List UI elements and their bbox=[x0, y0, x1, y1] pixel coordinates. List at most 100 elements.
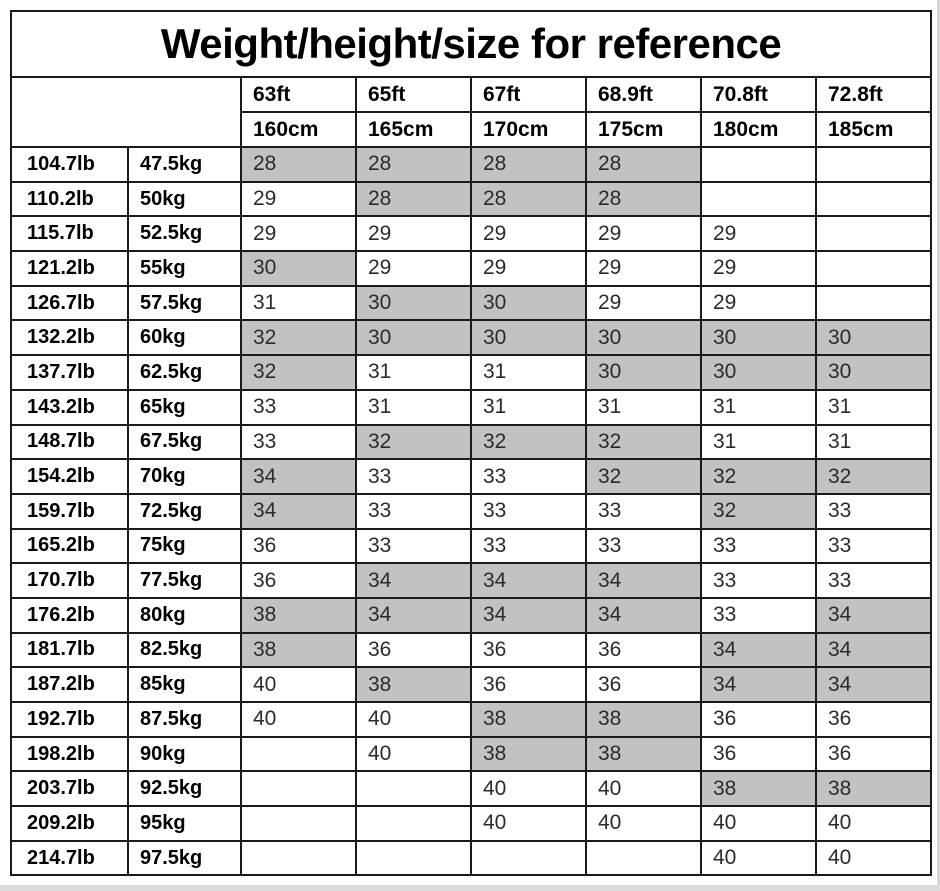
size-cell: 38 bbox=[355, 666, 472, 703]
weight-lb-cell: 192.7lb bbox=[10, 701, 129, 738]
size-cell: 40 bbox=[355, 701, 472, 738]
size-cell bbox=[814, 215, 933, 253]
table-row: 126.7lb 57.5kg 31 30 30 29 29 bbox=[10, 284, 933, 322]
size-cell: 34 bbox=[700, 631, 817, 669]
size-cell: 31 bbox=[240, 284, 357, 322]
size-cell: 29 bbox=[470, 250, 587, 287]
size-cell: 36 bbox=[470, 631, 587, 669]
size-cell: 31 bbox=[470, 354, 587, 391]
weight-kg-cell: 97.5kg bbox=[127, 839, 242, 877]
size-cell: 34 bbox=[814, 666, 933, 703]
size-cell: 40 bbox=[700, 839, 817, 877]
size-cell: 38 bbox=[700, 770, 817, 808]
size-cell: 28 bbox=[355, 146, 472, 183]
size-cell: 34 bbox=[814, 596, 933, 634]
size-cell bbox=[700, 146, 817, 183]
size-cell: 29 bbox=[585, 284, 702, 322]
size-cell: 33 bbox=[355, 492, 472, 530]
size-cell: 33 bbox=[585, 492, 702, 530]
size-cell: 36 bbox=[814, 735, 933, 773]
size-cell: 36 bbox=[470, 666, 587, 703]
size-cell: 30 bbox=[585, 319, 702, 357]
weight-kg-cell: 95kg bbox=[127, 805, 242, 842]
size-cell: 40 bbox=[814, 839, 933, 877]
weight-lb-cell: 121.2lb bbox=[10, 250, 129, 287]
size-cell: 34 bbox=[355, 562, 472, 599]
header-cm-cell: 180cm bbox=[700, 111, 817, 148]
size-cell: 29 bbox=[700, 284, 817, 322]
header-cm-cell: 170cm bbox=[470, 111, 587, 148]
weight-kg-cell: 60kg bbox=[127, 319, 242, 357]
size-cell: 32 bbox=[700, 458, 817, 495]
size-cell: 32 bbox=[814, 458, 933, 495]
table-row: 203.7lb 92.5kg 40 40 38 38 bbox=[10, 770, 933, 808]
size-cell: 32 bbox=[240, 319, 357, 357]
weight-kg-cell: 92.5kg bbox=[127, 770, 242, 808]
table-row: 198.2lb 90kg 40 38 38 36 36 bbox=[10, 735, 933, 773]
size-cell: 29 bbox=[240, 215, 357, 253]
weight-kg-cell: 70kg bbox=[127, 458, 242, 495]
weight-lb-cell: 165.2lb bbox=[10, 527, 129, 565]
weight-lb-cell: 126.7lb bbox=[10, 284, 129, 322]
weight-lb-cell: 170.7lb bbox=[10, 562, 129, 599]
size-cell: 31 bbox=[585, 388, 702, 426]
size-cell: 36 bbox=[240, 562, 357, 599]
weight-lb-cell: 214.7lb bbox=[10, 839, 129, 877]
size-cell: 36 bbox=[700, 701, 817, 738]
weight-lb-cell: 159.7lb bbox=[10, 492, 129, 530]
size-cell: 29 bbox=[585, 215, 702, 253]
table-row: 165.2lb 75kg 36 33 33 33 33 33 bbox=[10, 527, 933, 565]
size-cell bbox=[814, 146, 933, 183]
weight-kg-cell: 67.5kg bbox=[127, 423, 242, 461]
size-cell: 31 bbox=[355, 388, 472, 426]
size-cell: 33 bbox=[814, 492, 933, 530]
weight-kg-cell: 52.5kg bbox=[127, 215, 242, 253]
weight-lb-cell: 154.2lb bbox=[10, 458, 129, 495]
size-cell bbox=[814, 284, 933, 322]
size-cell: 32 bbox=[585, 423, 702, 461]
size-cell bbox=[585, 839, 702, 877]
size-cell: 28 bbox=[585, 146, 702, 183]
weight-lb-cell: 176.2lb bbox=[10, 596, 129, 634]
height-cm-header-row: 160cm 165cm 170cm 175cm 180cm 185cm bbox=[11, 111, 933, 148]
table-row: 209.2lb 95kg 40 40 40 40 bbox=[10, 805, 933, 842]
header-ft-cell: 67ft bbox=[470, 76, 587, 113]
weight-kg-cell: 47.5kg bbox=[127, 146, 242, 183]
image-edge-bottom bbox=[0, 885, 940, 891]
size-cell: 30 bbox=[814, 319, 933, 357]
size-cell bbox=[470, 839, 587, 877]
size-cell: 28 bbox=[470, 146, 587, 183]
size-cell: 29 bbox=[470, 215, 587, 253]
table-row: 132.2lb 60kg 32 30 30 30 30 30 bbox=[10, 319, 933, 357]
size-cell: 31 bbox=[470, 388, 587, 426]
header-ft-cell: 72.8ft bbox=[814, 76, 933, 113]
size-cell: 31 bbox=[700, 388, 817, 426]
size-cell: 34 bbox=[355, 596, 472, 634]
size-cell: 33 bbox=[700, 527, 817, 565]
table-row: 170.7lb 77.5kg 36 34 34 34 33 33 bbox=[10, 562, 933, 599]
size-cell: 29 bbox=[355, 215, 472, 253]
weight-kg-cell: 82.5kg bbox=[127, 631, 242, 669]
size-cell: 29 bbox=[700, 250, 817, 287]
table-row: 192.7lb 87.5kg 40 40 38 38 36 36 bbox=[10, 701, 933, 738]
size-cell: 32 bbox=[700, 492, 817, 530]
size-cell bbox=[355, 770, 472, 808]
size-cell: 32 bbox=[585, 458, 702, 495]
size-cell: 28 bbox=[585, 180, 702, 218]
table-row: 176.2lb 80kg 38 34 34 34 33 34 bbox=[10, 596, 933, 634]
size-cell bbox=[814, 250, 933, 287]
header-cm-cell: 160cm bbox=[240, 111, 357, 148]
weight-lb-cell: 104.7lb bbox=[10, 146, 129, 183]
weight-kg-cell: 87.5kg bbox=[127, 701, 242, 738]
weight-kg-cell: 77.5kg bbox=[127, 562, 242, 599]
weight-lb-cell: 181.7lb bbox=[10, 631, 129, 669]
size-cell: 33 bbox=[470, 458, 587, 495]
header-ft-cell: 65ft bbox=[355, 76, 472, 113]
size-cell: 36 bbox=[585, 631, 702, 669]
size-cell: 33 bbox=[700, 596, 817, 634]
size-cell: 40 bbox=[814, 805, 933, 842]
size-cell: 36 bbox=[814, 701, 933, 738]
size-cell bbox=[240, 839, 357, 877]
table-row: 187.2lb 85kg 40 38 36 36 34 34 bbox=[10, 666, 933, 703]
size-cell: 30 bbox=[470, 284, 587, 322]
